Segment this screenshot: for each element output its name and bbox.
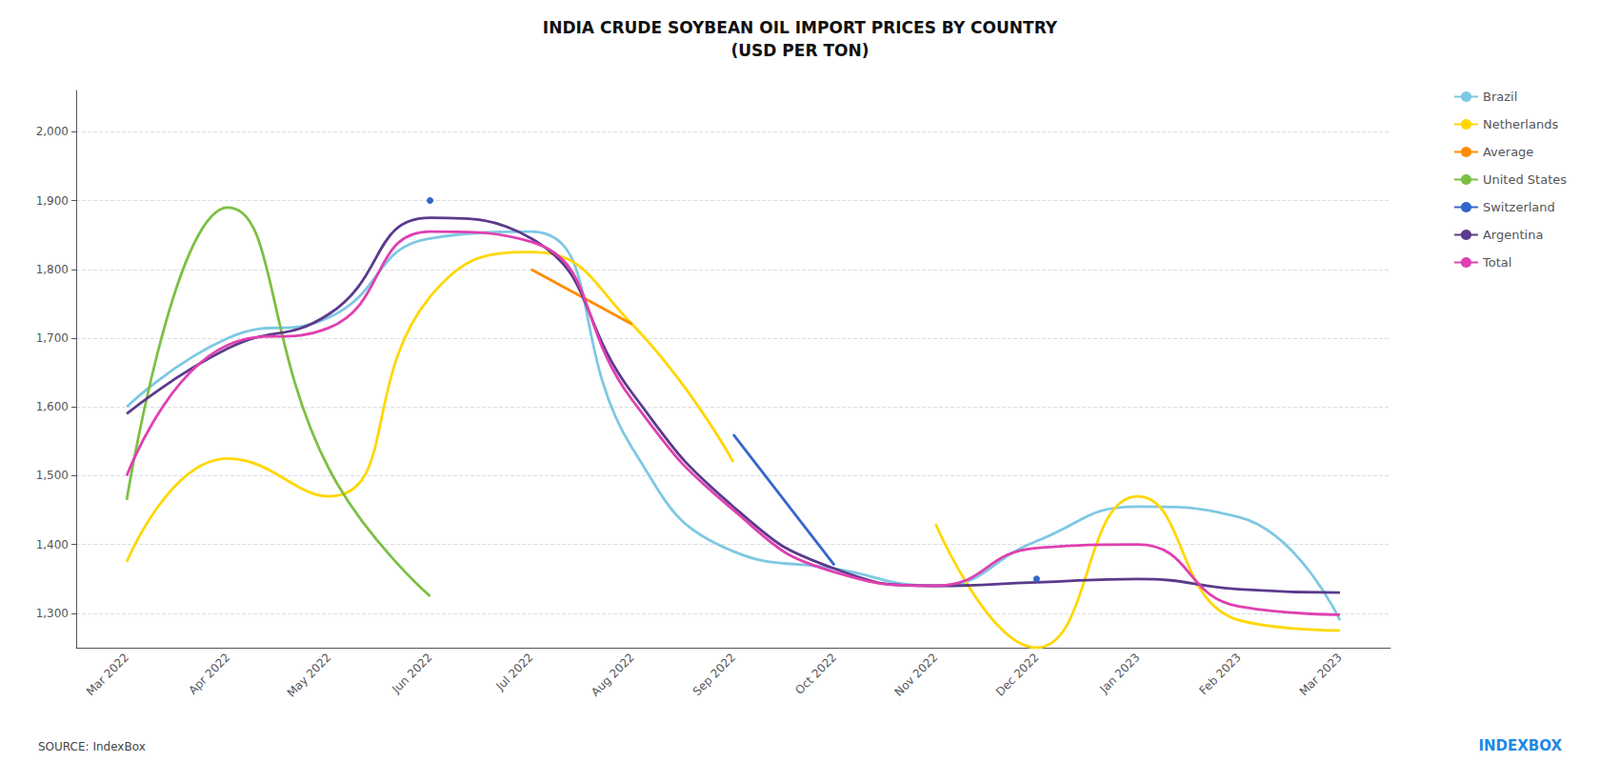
- svg-text:Feb 2023: Feb 2023: [1197, 650, 1244, 698]
- svg-text:Jan 2023: Jan 2023: [1097, 650, 1143, 697]
- svg-text:1,400: 1,400: [36, 538, 69, 552]
- svg-text:1,600: 1,600: [36, 400, 69, 414]
- svg-text:Aug 2022: Aug 2022: [588, 650, 638, 700]
- svg-text:Mar 2022: Mar 2022: [83, 650, 132, 699]
- svg-text:SOURCE: IndexBox: SOURCE: IndexBox: [38, 740, 146, 754]
- svg-text:Average: Average: [1482, 144, 1534, 160]
- svg-text:(USD PER TON): (USD PER TON): [731, 40, 870, 60]
- svg-text:May 2022: May 2022: [284, 650, 335, 700]
- svg-text:Switzerland: Switzerland: [1482, 200, 1556, 215]
- svg-text:2,000: 2,000: [36, 124, 69, 139]
- svg-text:Netherlands: Netherlands: [1482, 117, 1559, 132]
- svg-text:Dec 2022: Dec 2022: [993, 650, 1042, 700]
- svg-text:Jun 2022: Jun 2022: [388, 650, 435, 697]
- svg-text:Total: Total: [1481, 255, 1512, 270]
- svg-text:Argentina: Argentina: [1482, 227, 1543, 242]
- svg-text:INDIA CRUDE SOYBEAN OIL IMPORT: INDIA CRUDE SOYBEAN OIL IMPORT PRICES BY…: [542, 18, 1059, 38]
- svg-text:1,300: 1,300: [36, 606, 69, 620]
- svg-text:1,900: 1,900: [36, 194, 69, 208]
- svg-text:INDEXBOX: INDEXBOX: [1478, 737, 1562, 755]
- svg-text:1,800: 1,800: [36, 262, 69, 277]
- svg-text:Oct 2022: Oct 2022: [792, 650, 840, 698]
- svg-text:United States: United States: [1482, 172, 1567, 187]
- svg-text:Nov 2022: Nov 2022: [892, 650, 941, 700]
- svg-text:Jul 2022: Jul 2022: [493, 650, 537, 694]
- svg-text:Sep 2022: Sep 2022: [690, 650, 739, 699]
- svg-text:1,500: 1,500: [36, 468, 69, 482]
- svg-text:Apr 2022: Apr 2022: [185, 650, 233, 698]
- svg-text:1,700: 1,700: [36, 331, 69, 345]
- svg-text:Mar 2023: Mar 2023: [1297, 650, 1345, 699]
- svg-text:Brazil: Brazil: [1482, 89, 1518, 104]
